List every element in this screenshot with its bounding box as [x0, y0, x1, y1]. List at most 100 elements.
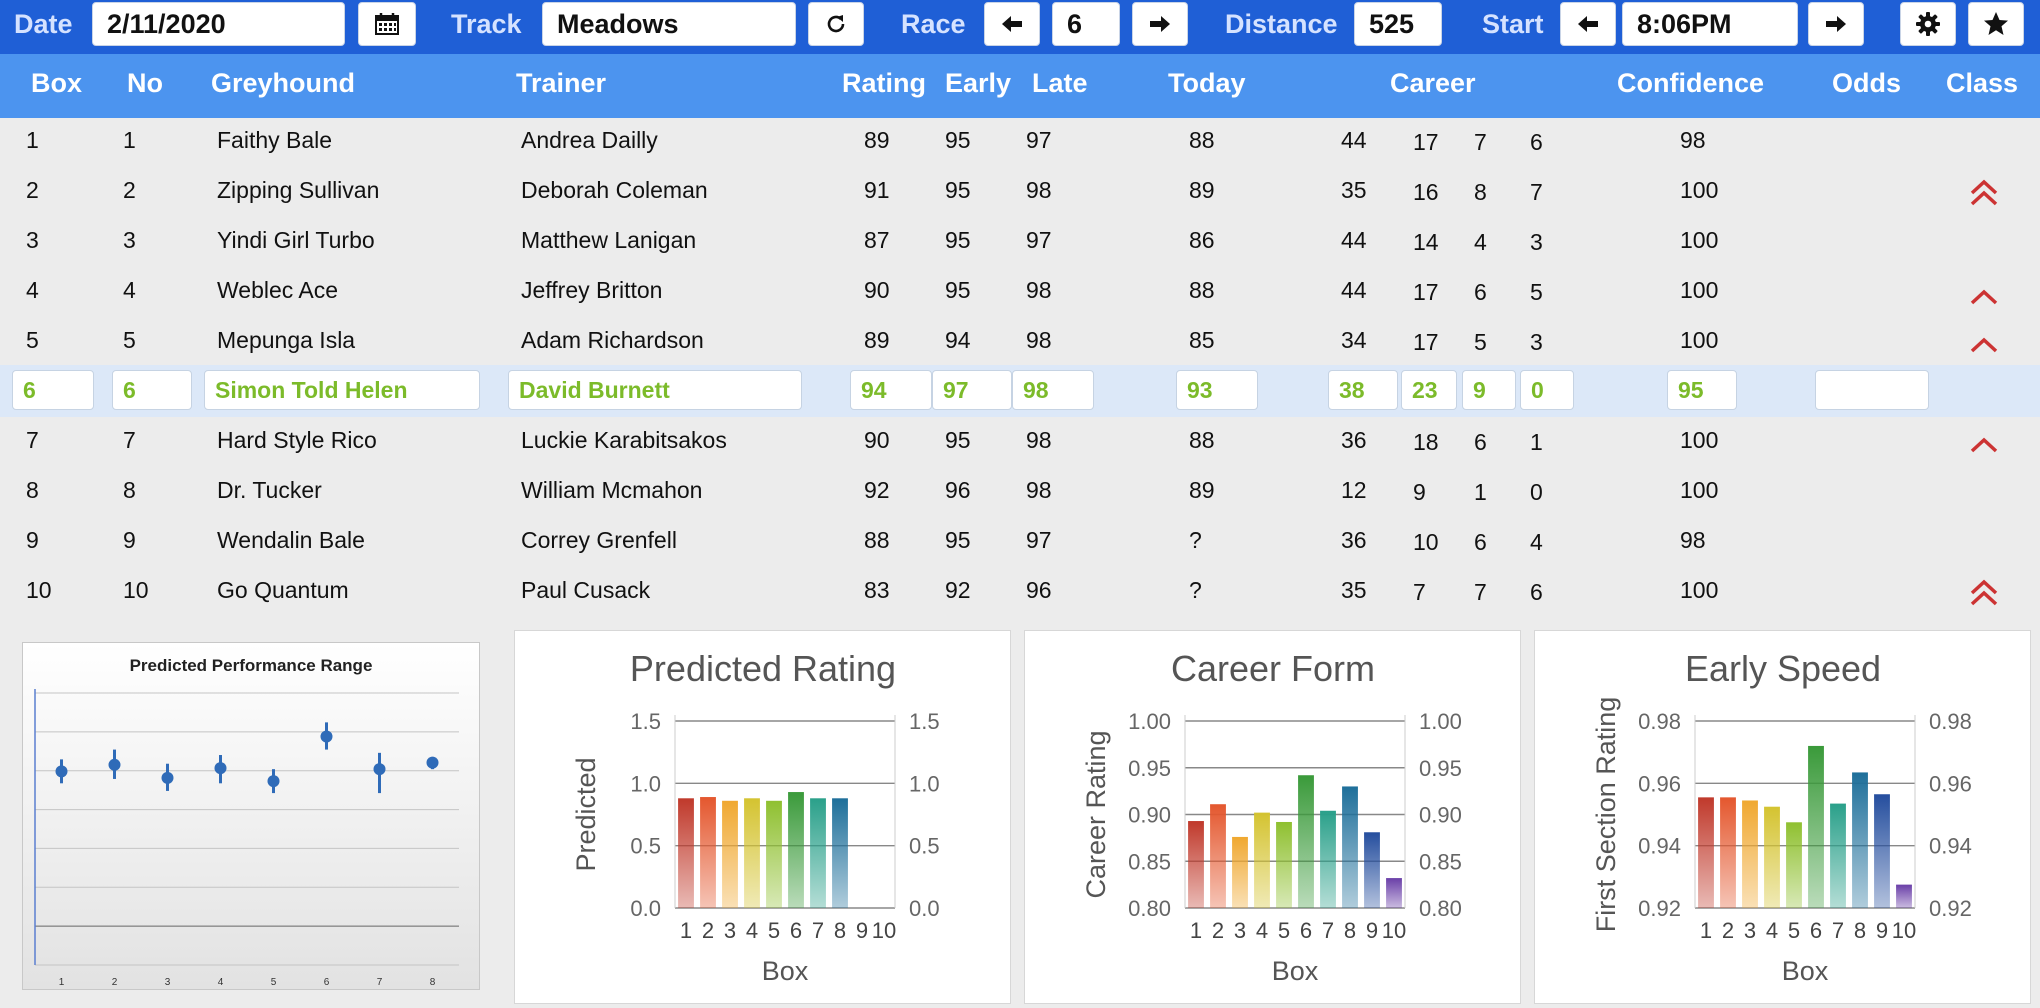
- range-point: [214, 762, 227, 775]
- col-trainer[interactable]: Trainer: [516, 68, 607, 98]
- y-tick-label: 1.5: [630, 709, 661, 734]
- y-tick-label: 0.5: [630, 834, 661, 859]
- x-tick-label: 5: [271, 977, 277, 988]
- career-starts-cell: 34: [1341, 327, 1367, 353]
- col-class[interactable]: Class: [1946, 68, 2019, 98]
- x-tick-label: 9: [856, 918, 868, 943]
- rating-cell: 92: [864, 477, 890, 503]
- col-today[interactable]: Today: [1168, 68, 1246, 98]
- col-career[interactable]: Career: [1390, 68, 1476, 98]
- no-field[interactable]: 6: [112, 370, 192, 410]
- y2-tick-label: 0.5: [909, 834, 940, 859]
- table-row[interactable]: 4 4 Weblec Ace Jeffrey Britton 90 95 98 …: [0, 265, 2040, 315]
- career-starts-field[interactable]: 38: [1328, 370, 1398, 410]
- career-starts-cell: 35: [1341, 177, 1367, 203]
- confidence-cell: 98: [1680, 527, 1706, 553]
- trainer-cell: Matthew Lanigan: [521, 227, 697, 253]
- greyhound-field[interactable]: Simon Told Helen: [204, 370, 480, 410]
- col-no[interactable]: No: [127, 68, 163, 98]
- distance-input[interactable]: 525: [1354, 2, 1442, 46]
- box-field[interactable]: 6: [12, 370, 94, 410]
- career-seconds-cell: 7: [1474, 579, 1487, 605]
- bar-box-2: [1720, 797, 1736, 908]
- start-time-input[interactable]: 8:06PM: [1622, 2, 1798, 46]
- odds-input[interactable]: [1815, 370, 1929, 410]
- early-cell: 95: [945, 427, 971, 453]
- race-number-input[interactable]: 6: [1052, 2, 1120, 46]
- table-row[interactable]: 1 1 Faithy Bale Andrea Dailly 89 95 97 8…: [0, 115, 2040, 165]
- today-field[interactable]: 93: [1176, 370, 1258, 410]
- col-greyhound[interactable]: Greyhound: [211, 68, 356, 98]
- chart-title: Early Speed: [1685, 648, 1881, 689]
- career-seconds-cell: 8: [1474, 179, 1487, 205]
- late-field[interactable]: 98: [1012, 370, 1094, 410]
- career-starts-cell: 44: [1341, 127, 1367, 153]
- star-icon: [1984, 12, 2008, 35]
- calendar-icon: [375, 13, 399, 35]
- box-cell: 5: [26, 327, 39, 353]
- track-input[interactable]: Meadows: [542, 2, 796, 46]
- x-tick-label: 2: [1212, 918, 1224, 943]
- early-cell: 95: [945, 227, 971, 253]
- trainer-field[interactable]: David Burnett: [508, 370, 802, 410]
- table-row[interactable]: 8 8 Dr. Tucker William Mcmahon 92 96 98 …: [0, 465, 2040, 515]
- settings-button[interactable]: [1900, 2, 1956, 46]
- col-confidence[interactable]: Confidence: [1617, 68, 1765, 98]
- col-rating[interactable]: Rating: [842, 68, 926, 98]
- late-cell: 96: [1026, 577, 1052, 603]
- col-box[interactable]: Box: [31, 68, 83, 98]
- start-next-button[interactable]: [1808, 2, 1864, 46]
- start-prev-button[interactable]: [1560, 2, 1616, 46]
- refresh-button[interactable]: [808, 2, 864, 46]
- range-point: [267, 775, 280, 788]
- table-row[interactable]: 10 10 Go Quantum Paul Cusack 83 92 96 ? …: [0, 565, 2040, 615]
- x-tick-label: 8: [834, 918, 846, 943]
- rating-cell: 83: [864, 577, 890, 603]
- bar-box-10: [1896, 884, 1912, 908]
- y2-tick-label: 0.96: [1929, 771, 1972, 796]
- x-tick-label: 1: [59, 977, 65, 988]
- x-tick-label: 1: [680, 918, 692, 943]
- table-row[interactable]: 7 7 Hard Style Rico Luckie Karabitsakos …: [0, 415, 2040, 465]
- y-axis-title: Predicted: [571, 757, 601, 871]
- bar-box-1: [1698, 797, 1714, 908]
- favorite-button[interactable]: [1968, 2, 2024, 46]
- bar-box-5: [766, 800, 782, 908]
- date-input[interactable]: 2/11/2020: [92, 2, 345, 46]
- range-point: [426, 756, 439, 769]
- table-row-selected[interactable]: 6 6 Simon Told Helen David Burnett 94 97…: [0, 365, 2040, 417]
- greyhound-cell: Mepunga Isla: [217, 327, 356, 353]
- col-early[interactable]: Early: [945, 68, 1012, 98]
- career-thirds-cell: 3: [1530, 229, 1543, 255]
- race-prev-button[interactable]: [984, 2, 1040, 46]
- y-tick-label: 0.95: [1128, 756, 1171, 781]
- no-cell: 1: [123, 127, 136, 153]
- rating-field[interactable]: 94: [850, 370, 932, 410]
- col-late[interactable]: Late: [1032, 68, 1088, 98]
- table-row[interactable]: 2 2 Zipping Sullivan Deborah Coleman 91 …: [0, 165, 2040, 215]
- x-tick-label: 10: [1892, 918, 1916, 943]
- table-row[interactable]: 9 9 Wendalin Bale Correy Grenfell 88 95 …: [0, 515, 2040, 565]
- career-thirds-field[interactable]: 0: [1520, 370, 1574, 410]
- race-toolbar: Date 2/11/2020 Track Meadows Race 6 Dist…: [0, 0, 2040, 54]
- arrow-right-icon: [1150, 16, 1170, 32]
- greyhound-cell: Dr. Tucker: [217, 477, 322, 503]
- career-seconds-field[interactable]: 9: [1462, 370, 1516, 410]
- bar-box-1: [1188, 821, 1204, 908]
- confidence-field[interactable]: 95: [1667, 370, 1737, 410]
- table-row[interactable]: 5 5 Mepunga Isla Adam Richardson 89 94 9…: [0, 315, 2040, 365]
- table-row[interactable]: 3 3 Yindi Girl Turbo Matthew Lanigan 87 …: [0, 215, 2040, 265]
- career-wins-field[interactable]: 23: [1401, 370, 1457, 410]
- today-cell: 88: [1189, 127, 1215, 153]
- late-cell: 97: [1026, 527, 1052, 553]
- x-tick-label: 8: [430, 977, 436, 988]
- early-field[interactable]: 97: [932, 370, 1012, 410]
- col-odds[interactable]: Odds: [1832, 68, 1902, 98]
- y2-tick-label: 0.94: [1929, 834, 1972, 859]
- x-tick-label: 8: [1344, 918, 1356, 943]
- race-next-button[interactable]: [1132, 2, 1188, 46]
- confidence-cell: 100: [1680, 577, 1719, 603]
- predicted-rating-chart-panel: Predicted Rating 0.0 0.0 0.5 0.5 1.0 1.0 1.5 1.5…: [514, 630, 1011, 1004]
- refresh-icon: [827, 15, 845, 33]
- calendar-button[interactable]: [358, 2, 416, 46]
